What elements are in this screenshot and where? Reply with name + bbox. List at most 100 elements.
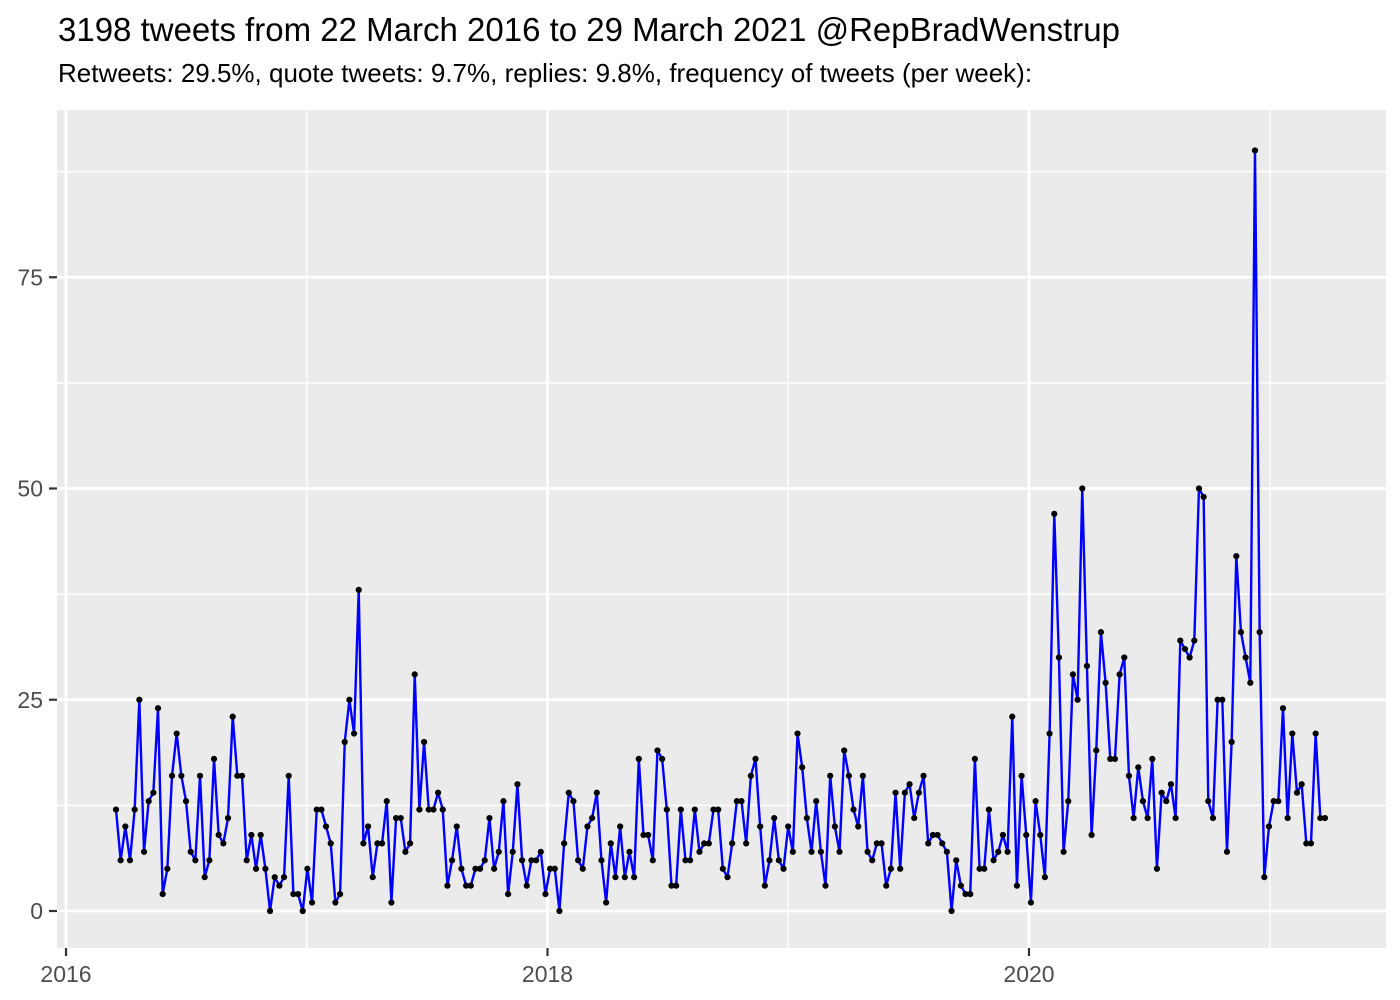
data-point	[925, 840, 932, 847]
data-point	[1265, 823, 1273, 830]
data-point	[542, 891, 549, 898]
data-point	[920, 772, 927, 779]
data-point	[131, 806, 138, 813]
data-point	[673, 882, 680, 889]
data-point	[710, 806, 717, 813]
data-point	[481, 857, 488, 864]
data-point	[1037, 831, 1044, 839]
data-point	[308, 899, 316, 906]
data-point	[1135, 764, 1142, 771]
data-point	[168, 772, 176, 779]
data-point	[430, 806, 437, 813]
data-point	[1186, 654, 1193, 661]
x-tick-label: 2020	[1003, 961, 1054, 987]
data-point	[425, 806, 432, 813]
data-point	[1163, 798, 1170, 805]
data-point	[271, 874, 278, 881]
data-point	[355, 586, 362, 594]
data-point	[1209, 814, 1217, 822]
data-point	[990, 857, 997, 864]
data-point	[112, 806, 120, 813]
data-point	[1046, 730, 1053, 737]
data-point	[444, 882, 451, 889]
data-point	[453, 823, 460, 830]
data-point	[1121, 654, 1128, 661]
data-point	[392, 814, 400, 822]
data-point	[817, 848, 824, 855]
data-point	[873, 840, 880, 847]
data-point	[603, 899, 610, 906]
data-point	[738, 798, 745, 805]
data-point	[565, 789, 572, 796]
data-point	[612, 874, 619, 881]
data-point	[346, 696, 353, 703]
data-point	[304, 865, 311, 872]
data-point	[406, 840, 414, 847]
data-point	[1051, 510, 1058, 517]
data-point	[173, 730, 180, 737]
data-point	[645, 831, 652, 839]
data-point	[243, 857, 250, 864]
data-point	[761, 882, 768, 889]
data-point	[593, 789, 600, 796]
data-point	[514, 781, 521, 788]
data-point	[892, 789, 899, 796]
data-point	[1074, 696, 1081, 703]
data-point	[999, 831, 1007, 839]
panel-background	[57, 110, 1386, 948]
data-point	[561, 840, 568, 847]
data-point	[257, 831, 264, 839]
data-point	[1251, 147, 1259, 154]
data-point	[248, 831, 255, 839]
data-point	[929, 831, 936, 839]
data-point	[491, 865, 498, 872]
data-point	[906, 781, 913, 788]
data-point	[901, 789, 908, 796]
data-point	[957, 882, 964, 889]
data-point	[1097, 629, 1105, 636]
data-point	[687, 857, 694, 864]
data-point	[1321, 814, 1329, 822]
data-point	[252, 865, 260, 872]
data-point	[985, 806, 993, 813]
data-point	[462, 882, 470, 889]
data-point	[943, 848, 950, 855]
data-point	[350, 730, 358, 737]
data-point	[1261, 874, 1268, 881]
data-point	[1102, 679, 1109, 686]
data-point	[1172, 814, 1179, 822]
data-point	[224, 814, 232, 822]
data-point	[238, 772, 246, 779]
data-point	[1317, 814, 1324, 822]
data-point	[701, 840, 708, 847]
data-point	[187, 848, 194, 855]
data-point	[533, 857, 540, 864]
major-gridlines	[57, 110, 1386, 948]
data-point	[383, 798, 390, 805]
data-point	[575, 857, 582, 864]
data-point	[1200, 493, 1207, 501]
data-point	[402, 848, 409, 855]
data-point	[803, 814, 810, 822]
data-point	[1158, 789, 1165, 796]
data-point	[327, 840, 334, 847]
data-point	[1149, 755, 1156, 763]
data-point	[883, 882, 890, 889]
data-point	[1279, 705, 1287, 712]
data-point	[789, 848, 796, 855]
data-point	[495, 848, 502, 855]
data-point	[1013, 882, 1021, 889]
data-point	[1191, 637, 1198, 644]
data-point	[122, 823, 129, 830]
data-point	[827, 772, 834, 779]
data-point	[537, 848, 544, 855]
data-point	[434, 789, 442, 796]
data-point	[589, 814, 596, 822]
data-point	[1205, 798, 1212, 805]
data-point	[1116, 671, 1123, 678]
data-point	[845, 772, 852, 779]
data-point	[206, 857, 213, 864]
data-point	[1293, 789, 1301, 796]
data-point	[1298, 781, 1305, 788]
